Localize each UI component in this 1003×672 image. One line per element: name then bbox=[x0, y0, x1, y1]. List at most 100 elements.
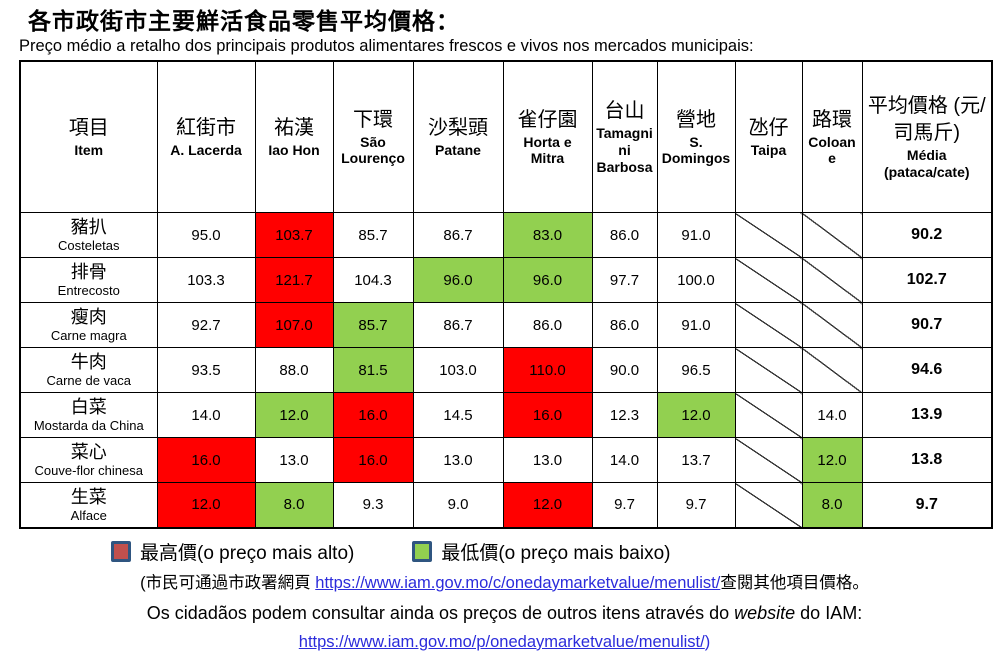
column-header-item-zh: 項目 bbox=[68, 116, 109, 139]
column-header-market-1-pt: Iao Hon bbox=[268, 141, 320, 158]
highest-price-cell: 16.0 bbox=[502, 392, 593, 439]
price-cell: 86.0 bbox=[591, 302, 658, 349]
price-cell: 14.0 bbox=[801, 392, 863, 439]
price-cell: 86.0 bbox=[591, 212, 658, 259]
lowest-price-cell: 12.0 bbox=[656, 392, 736, 439]
price-cell: 97.7 bbox=[591, 257, 658, 304]
highest-price-cell: 103.7 bbox=[254, 212, 334, 259]
table-row: 牛肉 Carne de vaca 93.5 88.0 81.5 103.0 110.0 90.… bbox=[19, 347, 993, 394]
row-label: 排骨 Entrecosto bbox=[19, 257, 158, 304]
column-header-market-7-pt: Taipa bbox=[750, 141, 787, 158]
column-header-market-0-zh: 紅街市 bbox=[176, 116, 236, 139]
table-row: 排骨 Entrecosto 103.3 121.7 104.3 96.0 96.0 97.7 1… bbox=[19, 257, 993, 304]
table-row: 生菜 Alface 12.0 8.0 9.3 9.0 12.0 9.7 9.7 8.0 9.7 bbox=[19, 482, 993, 529]
iam-link-zh[interactable]: https://www.iam.gov.mo/c/onedaymarketval… bbox=[315, 573, 721, 592]
price-cell: 13.7 bbox=[656, 437, 736, 484]
no-data-cell bbox=[734, 212, 803, 259]
row-label-pt: Costeletas bbox=[58, 237, 120, 253]
column-header-market-3-zh: 沙梨頭 bbox=[428, 116, 488, 139]
price-cell: 86.7 bbox=[412, 212, 504, 259]
price-cell: 86.0 bbox=[502, 302, 593, 349]
price-cell: 91.0 bbox=[656, 302, 736, 349]
price-table: 項目 Item 紅街市 A. Lacerda 祐漢 Iao Hon 下環 São Louren… bbox=[19, 59, 993, 529]
average-price-cell: 102.7 bbox=[861, 257, 993, 304]
column-header-market-7-zh: 氹仔 bbox=[748, 116, 789, 139]
row-label-pt: Entrecosto bbox=[57, 282, 120, 298]
no-data-cell bbox=[734, 302, 803, 349]
price-cell: 9.7 bbox=[656, 482, 736, 529]
highest-price-cell: 12.0 bbox=[502, 482, 593, 529]
lowest-price-cell: 96.0 bbox=[502, 257, 593, 304]
footnote-link-line: https://www.iam.gov.mo/p/onedaymarketval… bbox=[19, 632, 990, 653]
price-cell: 14.5 bbox=[412, 392, 504, 439]
column-header-market-1-zh: 祐漢 bbox=[274, 116, 314, 139]
table-row: 白菜 Mostarda da China 14.0 12.0 16.0 14.5 16.0 1… bbox=[19, 392, 993, 439]
row-label: 牛肉 Carne de vaca bbox=[19, 347, 158, 394]
row-label: 豬扒 Costeletas bbox=[19, 212, 158, 259]
lowest-price-cell: 12.0 bbox=[801, 437, 863, 484]
highest-price-cell: 16.0 bbox=[156, 437, 256, 484]
row-label-pt: Carne de vaca bbox=[46, 372, 132, 388]
price-cell: 93.5 bbox=[156, 347, 256, 394]
iam-link-pt[interactable]: https://www.iam.gov.mo/p/onedaymarketval… bbox=[298, 632, 705, 651]
lowest-price-cell: 12.0 bbox=[254, 392, 334, 439]
price-cell: 9.0 bbox=[412, 482, 504, 529]
column-header-market-0: 紅街市 A. Lacerda bbox=[156, 60, 256, 214]
lowest-price-cell: 85.7 bbox=[332, 302, 414, 349]
column-header-market-3: 沙梨頭 Patane bbox=[412, 60, 504, 214]
column-header-market-4: 雀仔園 Horta e Mitra bbox=[502, 60, 593, 214]
row-label: 菜心 Couve-flor chinesa bbox=[19, 437, 158, 484]
no-data-cell bbox=[801, 302, 863, 349]
highest-price-cell: 16.0 bbox=[332, 437, 414, 484]
price-cell: 90.0 bbox=[591, 347, 658, 394]
column-header-market-8: 路環 Coloane bbox=[801, 60, 863, 214]
average-price-cell: 13.8 bbox=[861, 437, 993, 484]
column-header-market-8-zh: 路環 bbox=[812, 108, 852, 131]
legend: 最高價(o preço mais alto) 最低價(o preço mais … bbox=[111, 538, 990, 565]
row-label-pt: Alface bbox=[70, 507, 107, 523]
column-header-market-5: 台山 Tamagnini Barbosa bbox=[591, 60, 658, 214]
table-header-row: 項目 Item 紅街市 A. Lacerda 祐漢 Iao Hon 下環 São Louren… bbox=[19, 60, 993, 214]
price-cell: 88.0 bbox=[254, 347, 334, 394]
column-header-item: 項目 Item bbox=[19, 60, 158, 214]
price-cell: 104.3 bbox=[332, 257, 414, 304]
footnote-pt-prefix: Os cidadãos podem consultar ainda os pre… bbox=[146, 603, 735, 624]
row-label-pt: Carne magra bbox=[50, 327, 127, 343]
lowest-price-cell: 83.0 bbox=[502, 212, 593, 259]
lowest-price-swatch-icon bbox=[412, 540, 433, 562]
price-cell: 12.3 bbox=[591, 392, 658, 439]
column-header-market-2-pt: São Lourenço bbox=[341, 133, 405, 167]
price-cell: 9.7 bbox=[591, 482, 658, 529]
average-price-cell: 90.2 bbox=[861, 212, 993, 259]
table-row: 豬扒 Costeletas 95.0 103.7 85.7 86.7 83.0 86.0 91.… bbox=[19, 212, 993, 259]
price-cell: 103.3 bbox=[156, 257, 256, 304]
column-header-market-4-zh: 雀仔園 bbox=[517, 108, 578, 131]
column-header-average: 平均價格 (元/司馬斤) Média (pataca/cate) bbox=[861, 60, 993, 214]
price-cell: 95.0 bbox=[156, 212, 256, 259]
footnote-pt-suffix: do IAM: bbox=[795, 603, 863, 624]
no-data-cell bbox=[801, 257, 863, 304]
price-cell: 85.7 bbox=[332, 212, 414, 259]
price-cell: 103.0 bbox=[412, 347, 504, 394]
footnote-zh-suffix: 查閱其他項目價格。 bbox=[720, 573, 869, 592]
column-header-average-pt: Média (pataca/cate) bbox=[883, 147, 970, 180]
lowest-price-cell: 81.5 bbox=[332, 347, 414, 394]
legend-lowest-price: 最低價(o preço mais baixo) bbox=[412, 538, 670, 565]
highest-price-cell: 12.0 bbox=[156, 482, 256, 529]
legend-highest-label: 最高價(o preço mais alto) bbox=[140, 542, 355, 564]
page: 各市政街市主要鮮活食品零售平均價格： Preço médio a retalho… bbox=[19, 8, 993, 653]
column-header-market-4-pt: Horta e Mitra bbox=[523, 133, 572, 167]
column-header-market-2: 下環 São Lourenço bbox=[332, 60, 414, 214]
column-header-market-8-pt: Coloane bbox=[808, 133, 856, 167]
footnote-closing-paren: ) bbox=[704, 632, 711, 651]
row-label-zh: 菜心 bbox=[70, 442, 107, 463]
no-data-cell bbox=[734, 392, 803, 439]
price-cell: 14.0 bbox=[156, 392, 256, 439]
no-data-cell bbox=[734, 347, 803, 394]
footnote-zh-prefix: (市民可通過市政署網頁 bbox=[140, 573, 316, 592]
no-data-cell bbox=[734, 437, 803, 484]
column-header-market-6-zh: 營地 bbox=[676, 108, 716, 131]
column-header-market-5-pt: Tamagnini Barbosa bbox=[596, 125, 653, 175]
column-header-item-pt: Item bbox=[74, 141, 104, 158]
price-cell: 86.7 bbox=[412, 302, 504, 349]
